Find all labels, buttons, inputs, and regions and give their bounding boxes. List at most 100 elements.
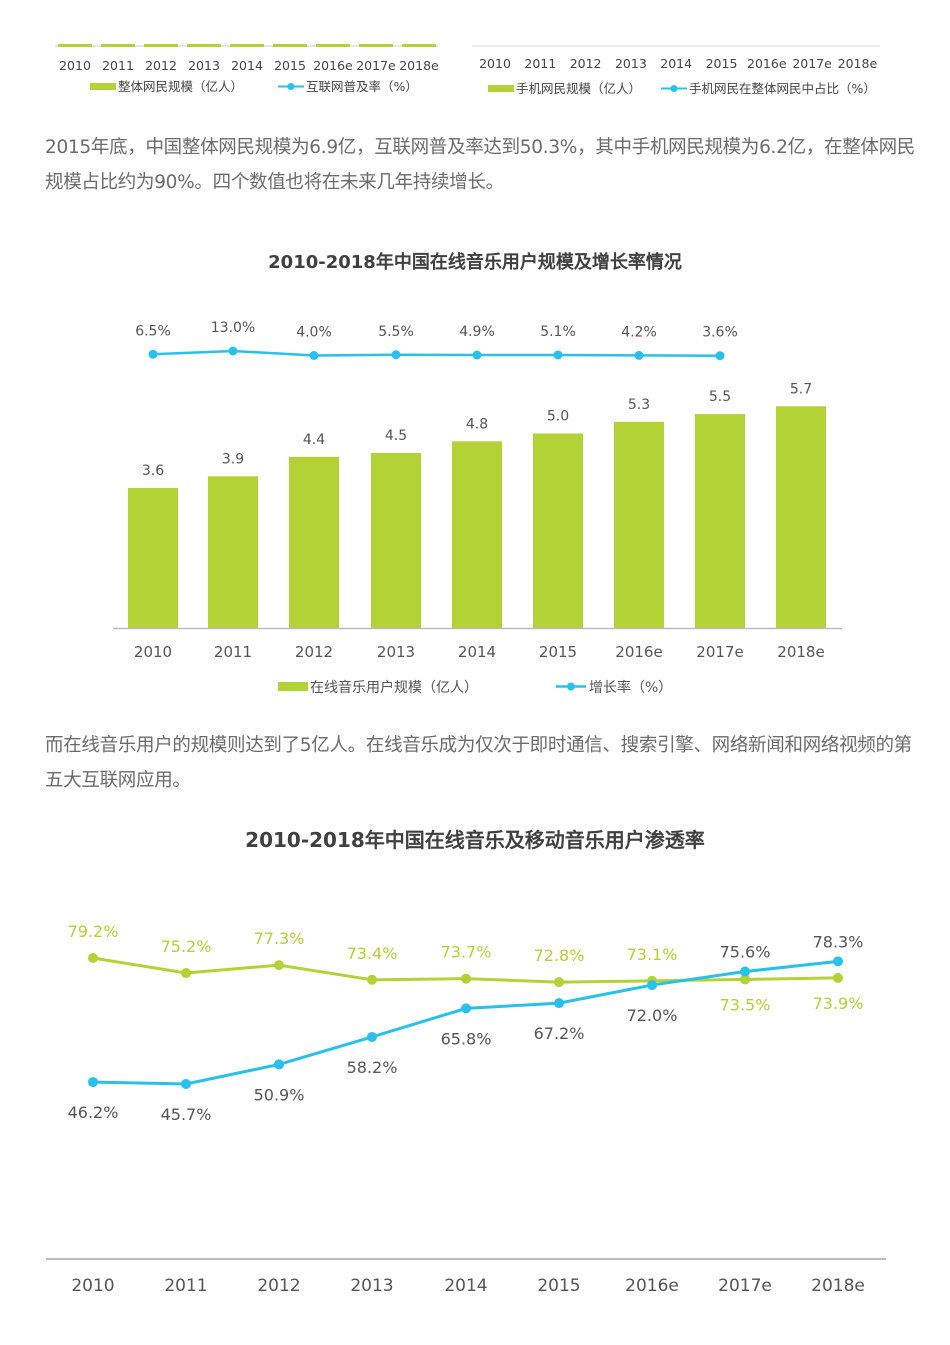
bar-data-label: 5.7 <box>790 381 812 397</box>
x-tick-label: 2014 <box>444 1276 487 1296</box>
bar-data-label: 5.5 <box>709 389 731 405</box>
chart2-title: 2010-2018年中国在线音乐及移动音乐用户渗透率 <box>245 828 705 852</box>
growth-point <box>553 350 563 360</box>
x-tick-label: 2011 <box>524 56 556 71</box>
bar-data-label: 3.9 <box>222 451 244 467</box>
x-tick-label: 2017e <box>792 56 832 71</box>
x-tick-label: 2012 <box>257 1276 300 1296</box>
x-tick-label: 2010 <box>59 58 91 73</box>
data-label: 79.2% <box>68 922 119 941</box>
data-label: 72.0% <box>627 1006 678 1025</box>
data-label: 65.8% <box>441 1029 492 1048</box>
data-point <box>274 1059 284 1070</box>
x-tick-label: 2017e <box>718 1276 772 1296</box>
bar-data-label: 4.4 <box>303 432 325 448</box>
x-tick-label: 2011 <box>102 58 134 73</box>
data-label: 50.9% <box>254 1085 305 1104</box>
x-tick-label: 2017e <box>696 643 743 661</box>
data-point <box>554 998 564 1009</box>
x-tick-label: 2010 <box>71 1276 114 1296</box>
x-tick-label: 2017e <box>356 58 396 73</box>
bar <box>371 452 421 628</box>
data-label: 73.5% <box>720 995 771 1014</box>
legend-label: 整体网民规模（亿人） <box>118 79 243 94</box>
bar <box>776 406 826 628</box>
data-point <box>740 974 750 985</box>
data-label: 45.7% <box>161 1105 212 1124</box>
x-tick-label: 2012 <box>570 56 602 71</box>
x-tick-label: 2018e <box>811 1276 865 1296</box>
growth-data-label: 13.0% <box>211 320 255 336</box>
x-tick-label: 2014 <box>660 56 692 71</box>
bar <box>614 421 664 628</box>
legend-label: 互联网普及率（%） <box>306 79 418 94</box>
growth-point <box>148 349 158 359</box>
data-label: 73.7% <box>441 943 492 962</box>
x-tick-label: 2013 <box>377 643 415 661</box>
x-tick-label: 2015 <box>706 56 738 71</box>
growth-data-label: 4.9% <box>459 324 495 340</box>
bar-data-label: 4.5 <box>385 428 407 444</box>
growth-point <box>472 350 482 360</box>
data-point <box>461 973 471 984</box>
data-point <box>461 1003 471 1014</box>
growth-point <box>309 351 319 360</box>
legend-swatch <box>90 83 116 90</box>
x-tick-label: 2016e <box>747 56 787 71</box>
data-point <box>554 977 564 988</box>
data-point <box>367 974 377 985</box>
data-label: 77.3% <box>254 929 305 948</box>
data-point <box>833 972 843 983</box>
legend-marker <box>287 83 295 90</box>
x-tick-label: 2018e <box>838 56 878 71</box>
x-tick-label: 2018e <box>399 58 439 73</box>
growth-line <box>152 349 721 357</box>
x-tick-label: 2014 <box>231 58 263 73</box>
bar-data-label: 5.3 <box>628 397 650 413</box>
growth-data-label: 4.2% <box>621 324 657 340</box>
x-tick-label: 2012 <box>295 643 333 661</box>
growth-data-label: 5.1% <box>540 324 576 340</box>
legend-marker <box>670 85 678 92</box>
data-point <box>740 966 750 977</box>
data-point <box>181 1078 191 1089</box>
bar <box>128 487 178 628</box>
growth-data-label: 3.6% <box>702 325 738 341</box>
data-label: 72.8% <box>534 946 585 965</box>
legend-swatch <box>488 85 514 92</box>
data-label: 67.2% <box>534 1024 585 1043</box>
growth-data-label: 6.5% <box>135 323 171 339</box>
x-tick-label: 2013 <box>188 58 220 73</box>
growth-point <box>391 350 401 360</box>
bar-data-label: 4.8 <box>466 416 488 432</box>
x-tick-label: 2011 <box>164 1276 207 1296</box>
data-label: 75.2% <box>161 937 212 956</box>
data-label: 58.2% <box>347 1058 398 1077</box>
bar <box>289 456 339 628</box>
x-tick-label: 2011 <box>214 643 252 661</box>
growth-point <box>228 346 238 356</box>
x-tick-label: 2015 <box>537 1276 580 1296</box>
data-label: 73.4% <box>347 944 398 963</box>
data-label: 78.3% <box>813 932 864 951</box>
data-point <box>274 960 284 971</box>
growth-point <box>634 350 644 360</box>
data-label: 75.6% <box>720 943 771 962</box>
x-tick-label: 2016e <box>313 58 353 73</box>
legend-label: 手机网民规模（亿人） <box>516 81 641 96</box>
x-tick-label: 2013 <box>350 1276 393 1296</box>
x-tick-label: 2013 <box>615 56 647 71</box>
x-tick-label: 2014 <box>458 643 496 661</box>
data-point <box>88 953 98 963</box>
chart1-title: 2010-2018年中国在线音乐用户规模及增长率情况 <box>268 252 682 273</box>
bar <box>208 476 258 628</box>
growth-point <box>715 351 725 361</box>
data-label: 73.9% <box>813 994 864 1013</box>
data-point <box>647 980 657 991</box>
legend-marker <box>567 682 575 691</box>
bar <box>452 441 502 628</box>
legend-label: 增长率（%） <box>589 679 672 696</box>
x-tick-label: 2015 <box>539 643 577 661</box>
data-point <box>367 1031 377 1042</box>
bar-data-label: 3.6 <box>142 463 164 479</box>
